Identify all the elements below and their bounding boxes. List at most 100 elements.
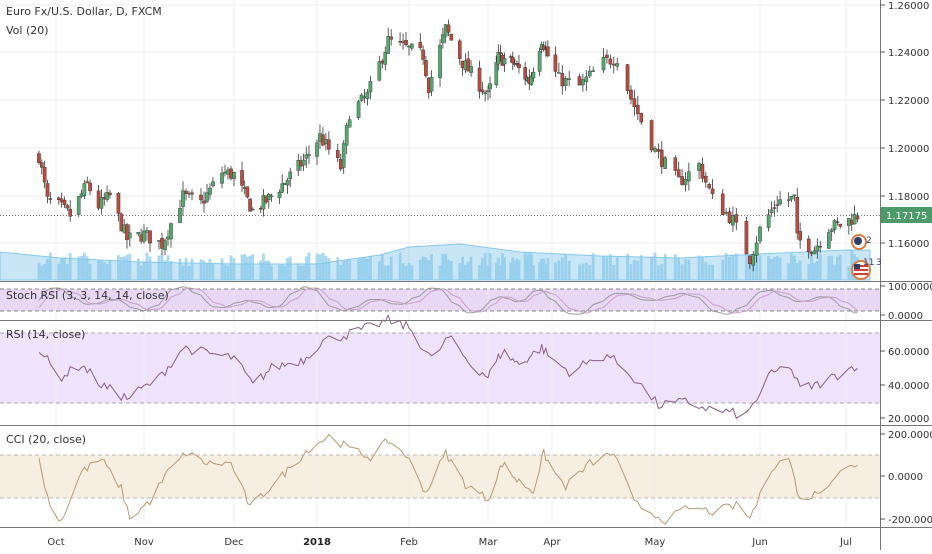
volume-bar bbox=[418, 259, 422, 280]
flag-badge[interactable]: 11 3 bbox=[851, 258, 882, 280]
cci-label: CCI (20, close) bbox=[6, 433, 86, 446]
candle-body bbox=[88, 182, 92, 192]
candle-body bbox=[211, 181, 215, 187]
candle-body bbox=[673, 157, 678, 171]
volume-bar bbox=[321, 252, 325, 280]
volume-bar bbox=[772, 257, 776, 280]
candle-body bbox=[229, 168, 233, 179]
volume-bar bbox=[591, 253, 595, 280]
candle-body bbox=[700, 163, 705, 179]
volume-bar bbox=[833, 264, 836, 280]
candle-body bbox=[362, 96, 367, 98]
time-label-nov: Nov bbox=[134, 537, 154, 548]
candle-body bbox=[496, 52, 501, 65]
price-tick-label: 1.16000 bbox=[888, 239, 929, 250]
candle-body bbox=[748, 255, 752, 264]
candle-body bbox=[697, 163, 701, 171]
volume-bar bbox=[724, 252, 728, 280]
events-count: 2 bbox=[866, 236, 872, 246]
volume-bar bbox=[697, 255, 701, 280]
candle-body bbox=[663, 157, 667, 169]
volume-bar bbox=[466, 261, 470, 280]
candle-body bbox=[277, 191, 282, 198]
candle-body bbox=[148, 230, 152, 244]
volume-bar bbox=[85, 256, 89, 280]
time-label-jun: Jun bbox=[751, 537, 768, 548]
candle-body bbox=[368, 81, 373, 93]
candle-body bbox=[852, 214, 857, 225]
candle-body bbox=[798, 231, 802, 241]
volume-bar bbox=[430, 254, 433, 280]
candle-body bbox=[37, 153, 41, 163]
candle-body bbox=[806, 238, 811, 253]
chart-title: Euro Fx/U.S. Dollar, D, FXCM bbox=[6, 5, 162, 18]
candle-body bbox=[187, 192, 191, 195]
candle-body bbox=[605, 54, 609, 58]
candle-body bbox=[469, 66, 473, 73]
candle-body bbox=[398, 41, 402, 43]
time-axis[interactable]: Oct Nov Dec 2018 Feb Mar Apr May Jun Jul bbox=[47, 537, 852, 548]
time-label-oct: Oct bbox=[47, 537, 64, 548]
volume-bar bbox=[704, 262, 708, 280]
volume-bar bbox=[37, 263, 41, 280]
volume-bar bbox=[525, 254, 529, 280]
candle-body bbox=[529, 75, 534, 85]
price-tick-label: 1.20000 bbox=[888, 144, 929, 155]
volume-bar bbox=[122, 256, 126, 280]
volume-bar bbox=[248, 255, 252, 280]
candle-body bbox=[85, 181, 90, 183]
volume-bar bbox=[775, 256, 779, 280]
volume-bar bbox=[488, 253, 492, 280]
volume-bar bbox=[515, 258, 519, 280]
volume-bar bbox=[731, 254, 735, 280]
volume-bar bbox=[758, 255, 762, 280]
candle-body bbox=[608, 58, 613, 65]
volume-bar bbox=[567, 261, 571, 280]
volume-bar bbox=[554, 262, 557, 280]
price-axis[interactable]: 1.26000 1.24000 1.22000 1.20000 1.18000 … bbox=[880, 1, 932, 250]
volume-bar bbox=[807, 264, 811, 280]
volume-bar bbox=[278, 264, 281, 280]
volume-bar bbox=[513, 261, 517, 280]
candlestick-series bbox=[37, 19, 860, 272]
candle-body bbox=[157, 240, 161, 242]
rsi-band bbox=[0, 333, 880, 403]
rsi-tick-label: 20.0000 bbox=[888, 414, 929, 425]
volume-bar bbox=[251, 254, 255, 280]
candle-body bbox=[105, 192, 109, 200]
volume-bar bbox=[767, 255, 770, 280]
price-tick-label: 1.26000 bbox=[888, 1, 929, 12]
candle-body bbox=[383, 52, 388, 65]
volume-bar bbox=[178, 258, 182, 280]
candle-body bbox=[45, 183, 50, 197]
volume-bar bbox=[211, 263, 215, 280]
candle-body bbox=[108, 192, 112, 196]
volume-bar bbox=[755, 256, 759, 280]
volume-bar bbox=[139, 265, 143, 280]
volume-bar bbox=[602, 255, 605, 280]
candle-body bbox=[166, 236, 170, 240]
volume-bar bbox=[299, 265, 303, 280]
candle-body bbox=[169, 223, 173, 240]
volume-bar bbox=[363, 257, 366, 280]
last-price-value: 1.17175 bbox=[886, 211, 927, 222]
volume-bar bbox=[240, 254, 244, 280]
candle-body bbox=[304, 154, 309, 159]
volume-bar bbox=[650, 256, 653, 280]
volume-bar bbox=[304, 256, 308, 280]
rsi-label: RSI (14, close) bbox=[6, 328, 85, 341]
volume-bar bbox=[663, 253, 667, 280]
time-label-feb: Feb bbox=[400, 537, 418, 548]
candle-body bbox=[744, 221, 749, 255]
volume-bar bbox=[296, 263, 300, 280]
volume-bar bbox=[615, 257, 619, 280]
volume-bar bbox=[546, 257, 550, 280]
events-badge[interactable]: 2 bbox=[851, 234, 872, 250]
candle-body bbox=[341, 143, 346, 168]
volume-bar bbox=[444, 253, 448, 280]
volume-bar bbox=[529, 253, 533, 280]
volume-bar bbox=[386, 265, 390, 280]
volume-bar bbox=[229, 255, 233, 280]
